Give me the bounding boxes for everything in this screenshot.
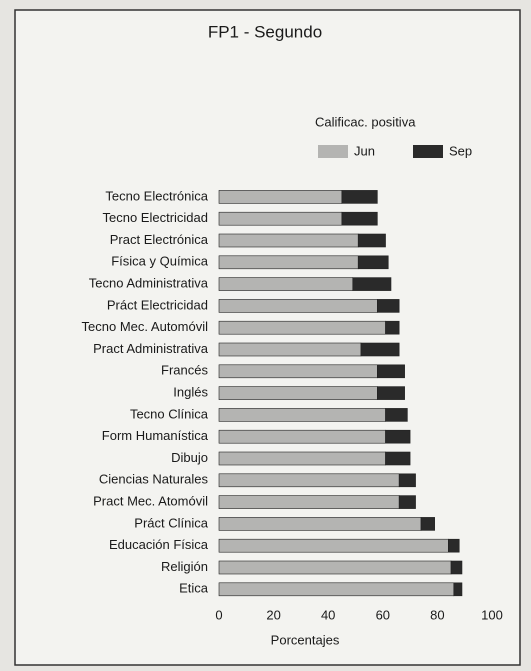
bar-segment xyxy=(218,408,386,422)
bar-segment xyxy=(218,364,378,379)
y-tick-label: Dibujo xyxy=(171,450,208,465)
bar-segment xyxy=(398,473,416,488)
bar-segment xyxy=(218,473,400,488)
bar-segment xyxy=(218,342,362,357)
bar-segment xyxy=(377,364,405,379)
y-tick-label: Pract Mec. Atomóvil xyxy=(93,494,208,509)
bar-segment xyxy=(385,451,411,466)
bar-segment xyxy=(218,560,452,575)
bar-segment xyxy=(377,386,405,400)
x-tick-label: 60 xyxy=(376,607,390,622)
bar-segment xyxy=(218,211,343,226)
x-tick-label: 20 xyxy=(266,607,280,622)
x-tick-label: 0 xyxy=(215,607,222,622)
x-tick-label: 100 xyxy=(481,607,503,622)
bar-segment xyxy=(218,190,343,204)
y-tick-label: Educación Física xyxy=(109,537,209,552)
bar-segment xyxy=(218,255,359,270)
bar-segment xyxy=(385,429,411,444)
y-tick-label: Tecno Electrónica xyxy=(105,188,208,203)
bar-segment xyxy=(360,342,400,357)
y-tick-label: Tecno Electricidad xyxy=(103,210,209,225)
bar-segment xyxy=(218,451,386,466)
bar-segment xyxy=(218,320,386,335)
y-tick-label: Ciencias Naturales xyxy=(99,472,209,487)
frame xyxy=(14,9,521,666)
bar-segment xyxy=(218,517,422,531)
y-tick-label: Práct Clínica xyxy=(134,515,208,530)
bar-segment xyxy=(450,560,463,575)
bar-segment xyxy=(398,495,416,509)
bar-segment xyxy=(341,190,378,204)
bar-segment xyxy=(218,277,354,291)
y-tick-label: Tecno Clínica xyxy=(130,406,209,421)
bar-segment xyxy=(357,233,386,248)
legend-title: Calificac. positiva xyxy=(315,114,416,129)
bar-segment xyxy=(218,582,455,597)
y-tick-label: Pract Electrónica xyxy=(110,232,209,247)
bar-segment xyxy=(357,255,389,270)
y-tick-label: Tecno Administrativa xyxy=(89,276,209,291)
y-tick-label: Física y Química xyxy=(111,254,209,269)
x-axis-label: Porcentajes xyxy=(271,632,340,647)
bar-segment xyxy=(385,320,400,335)
y-tick-label: Tecno Mec. Automóvil xyxy=(82,319,209,334)
bar-segment xyxy=(218,299,378,313)
y-tick-label: Etica xyxy=(179,581,209,596)
bar-segment xyxy=(218,386,378,400)
bar-segment xyxy=(377,299,400,313)
y-tick-label: Inglés xyxy=(173,385,208,400)
bar-segment xyxy=(448,538,460,553)
y-tick-label: Form Humanística xyxy=(102,428,209,443)
legend-label: Jun xyxy=(354,143,375,158)
bar-segment xyxy=(420,517,435,531)
chart-title: FP1 - Segundo xyxy=(208,22,322,41)
x-tick-label: 80 xyxy=(430,607,444,622)
bar-segment xyxy=(352,277,392,291)
bar-segment xyxy=(341,211,378,226)
legend-swatch xyxy=(318,145,348,158)
legend-swatch xyxy=(413,145,443,158)
legend-label: Sep xyxy=(449,143,472,158)
bar-segment xyxy=(453,582,463,597)
y-tick-label: Francés xyxy=(161,363,208,378)
y-tick-label: Práct Electricidad xyxy=(107,297,208,312)
y-tick-label: Religión xyxy=(161,559,208,574)
bar-segment xyxy=(218,495,400,509)
y-tick-label: Pract Administrativa xyxy=(93,341,209,356)
bar-segment xyxy=(218,233,359,248)
bar-segment xyxy=(218,429,386,444)
x-tick-label: 40 xyxy=(321,607,335,622)
bar-segment xyxy=(218,538,449,553)
bar-segment xyxy=(385,408,408,422)
